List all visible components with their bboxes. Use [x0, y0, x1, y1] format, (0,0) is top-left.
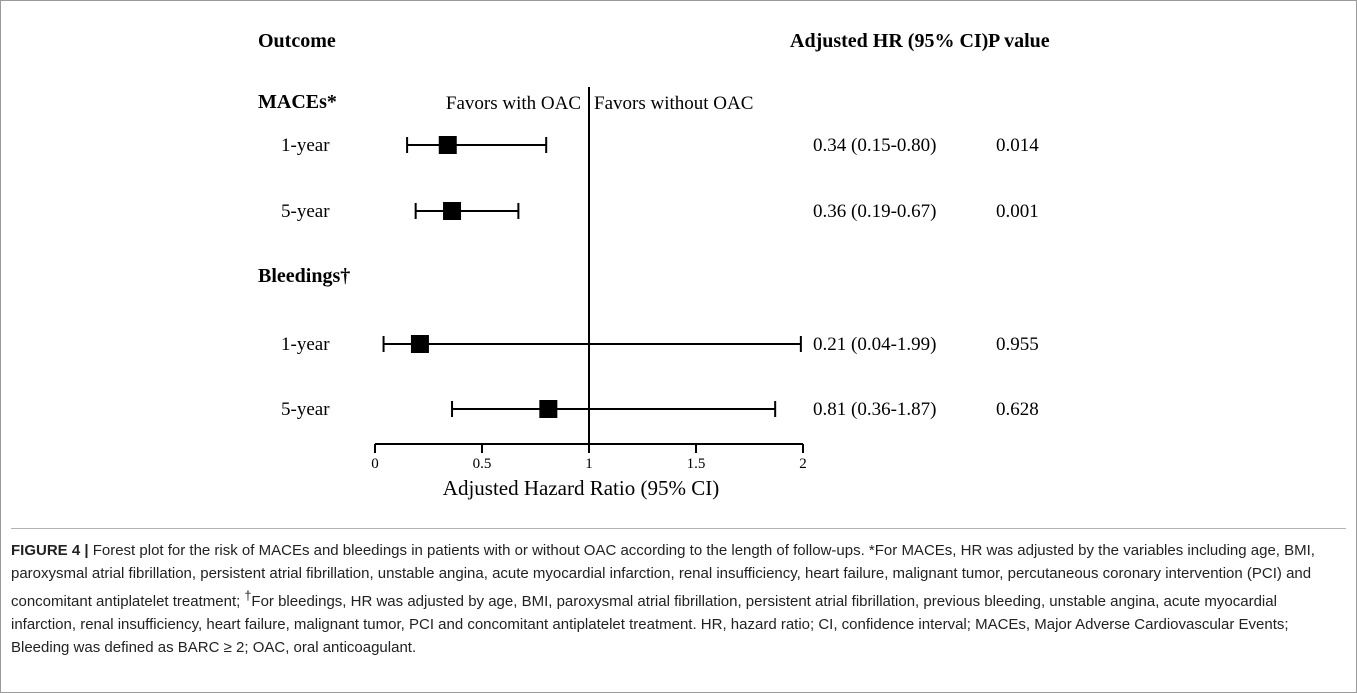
p-value: 0.001 [996, 201, 1039, 222]
hr-ci-value: 0.34 (0.15-0.80) [813, 135, 936, 156]
x-tick-label: 1.5 [687, 456, 706, 472]
p-value: 0.628 [996, 399, 1039, 420]
figure-caption: FIGURE 4 | Forest plot for the risk of M… [11, 528, 1346, 659]
caption-text-1: Forest plot for the risk of MACEs and bl… [11, 542, 1315, 610]
header-hr: Adjusted HR (95% CI) [790, 30, 988, 52]
forest-plot: Outcome Adjusted HR (95% CI) P value Fav… [258, 30, 1050, 500]
x-tick-label: 0.5 [473, 456, 492, 472]
row-label: 5-year [281, 201, 330, 222]
row-label: 1-year [281, 334, 330, 355]
hr-point [410, 335, 429, 353]
group-label: Bleedings† [258, 265, 350, 287]
hr-point [438, 136, 457, 154]
favors-right-label: Favors without OAC [594, 93, 753, 114]
hr-point [539, 400, 558, 418]
header-p-value: P value [988, 30, 1050, 52]
row-label: 5-year [281, 399, 330, 420]
x-axis-title: Adjusted Hazard Ratio (95% CI) [443, 476, 719, 500]
x-tick-label: 2 [799, 456, 807, 472]
hr-ci-value: 0.81 (0.36-1.87) [813, 399, 936, 420]
x-tick-label: 1 [585, 456, 593, 472]
x-axis: 0 0.5 1 1.5 2 [371, 87, 807, 472]
figure-label: FIGURE 4 | [11, 542, 89, 559]
header-outcome: Outcome [258, 30, 336, 52]
caption-text-2: For bleedings, HR was adjusted by age, B… [11, 593, 1289, 656]
dagger-mark: † [244, 589, 252, 603]
hr-point [443, 202, 462, 220]
p-value: 0.014 [996, 135, 1039, 156]
forest-rows: MACEs* 1-year 0.34 (0.15-0.80) 0.014 5-year 0… [258, 91, 1039, 420]
favors-left-label: Favors with OAC [446, 93, 581, 114]
x-tick-label: 0 [371, 456, 379, 472]
group-label: MACEs* [258, 91, 337, 113]
hr-ci-value: 0.21 (0.04-1.99) [813, 334, 936, 355]
hr-ci-value: 0.36 (0.19-0.67) [813, 201, 936, 222]
p-value: 0.955 [996, 334, 1039, 355]
row-label: 1-year [281, 135, 330, 156]
